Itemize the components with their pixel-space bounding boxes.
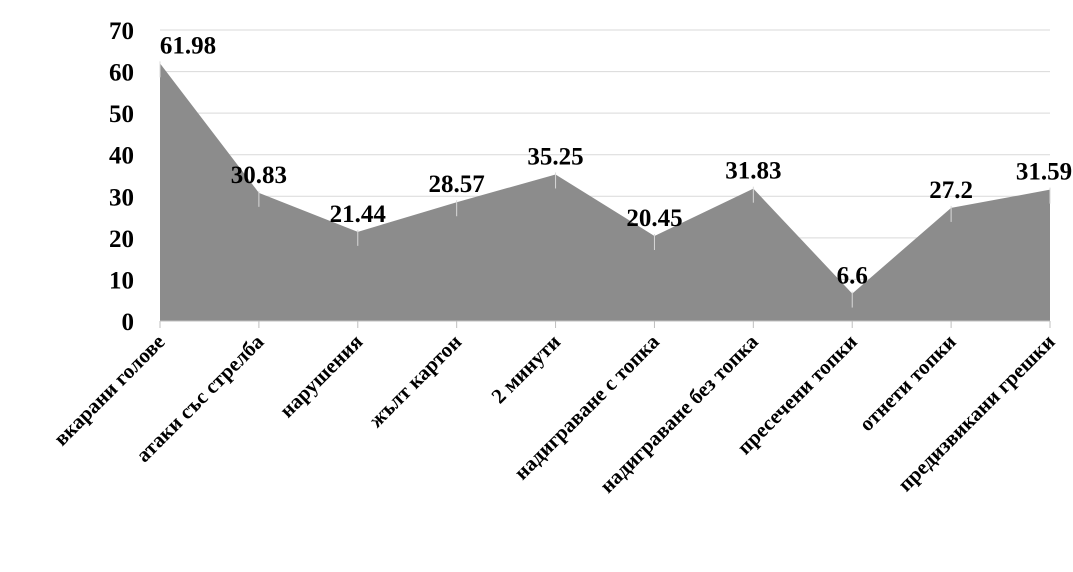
data-label: 31.83 bbox=[725, 158, 781, 185]
data-label: 61.98 bbox=[160, 32, 216, 59]
data-label: 35.25 bbox=[527, 143, 583, 170]
data-label: 30.83 bbox=[231, 162, 287, 189]
x-tick-label: надиграване без топка bbox=[595, 329, 763, 497]
y-tick-label: 50 bbox=[109, 101, 134, 128]
x-tick-label: отнети топки bbox=[854, 330, 960, 436]
data-label: 21.44 bbox=[330, 201, 387, 228]
y-tick-label: 30 bbox=[109, 184, 134, 211]
y-tick-label: 10 bbox=[109, 267, 134, 294]
y-tick-label: 60 bbox=[109, 60, 134, 87]
data-label: 20.45 bbox=[626, 205, 682, 232]
data-label: 27.2 bbox=[929, 177, 973, 204]
y-tick-label: 40 bbox=[109, 143, 134, 170]
data-label: 28.57 bbox=[429, 171, 485, 198]
x-tick-label: нарушения bbox=[275, 330, 368, 423]
data-label: 31.59 bbox=[1016, 159, 1072, 186]
area-fill bbox=[160, 63, 1050, 322]
x-tick-label: 2 минути bbox=[486, 330, 565, 409]
axes bbox=[159, 320, 1051, 328]
y-tick-label: 20 bbox=[109, 226, 134, 253]
y-tick-label: 0 bbox=[122, 309, 135, 336]
x-tick-label: жълт картон bbox=[364, 330, 466, 432]
area-series bbox=[160, 63, 1050, 322]
data-labels: 61.98 30.83 21.44 28.57 35.25 20.45 31.83 6.6 27… bbox=[159, 32, 1072, 308]
data-label: 6.6 bbox=[837, 263, 868, 290]
y-axis-ticks: 0 10 20 30 40 50 60 70 bbox=[109, 18, 134, 336]
y-tick-label: 70 bbox=[109, 18, 134, 45]
